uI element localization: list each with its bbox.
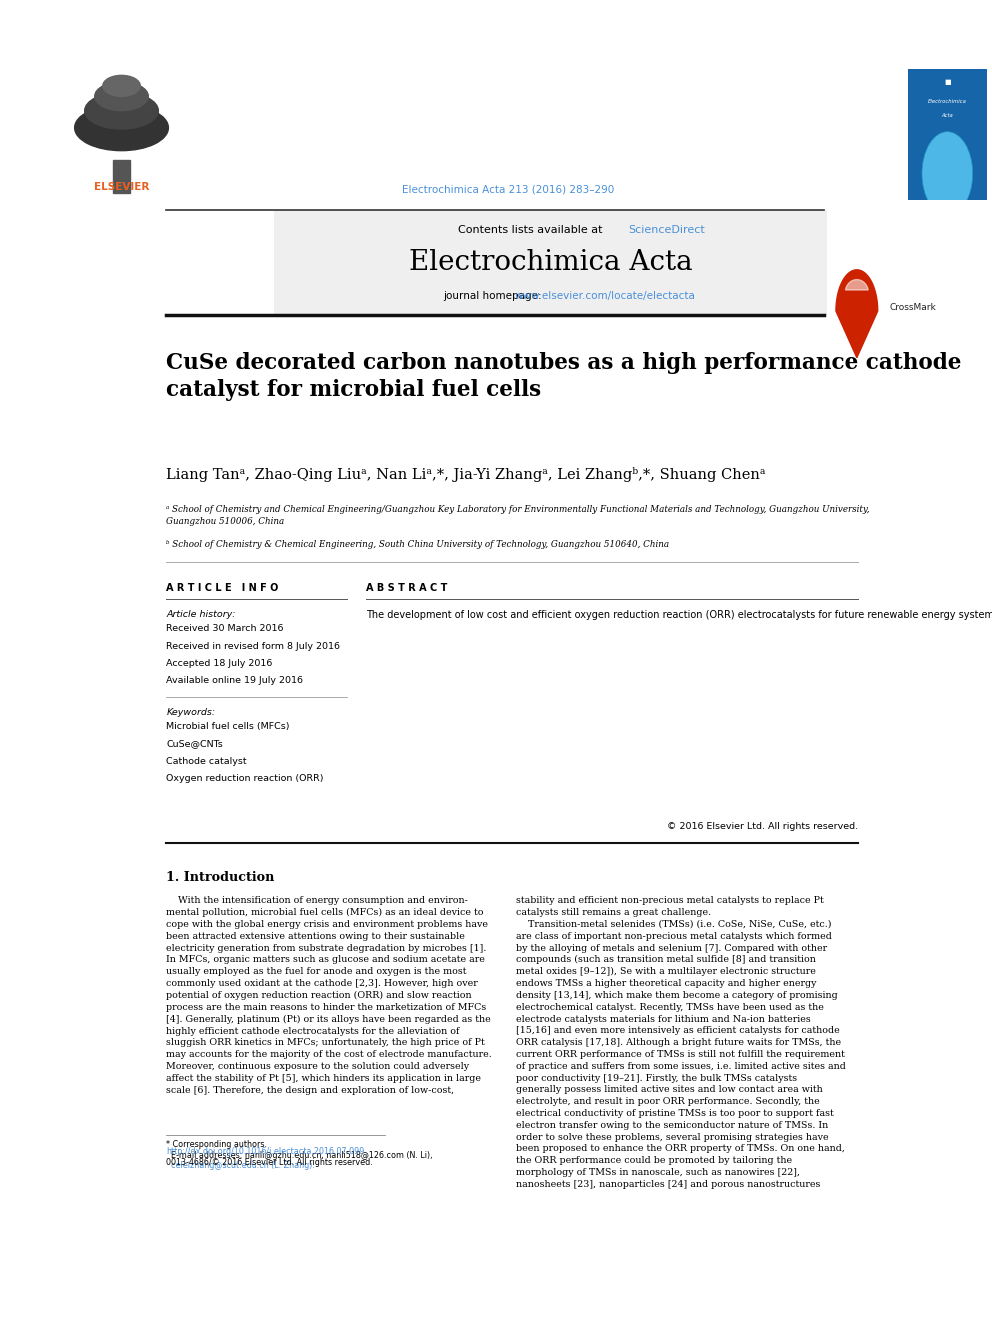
Text: http://dx.doi.org/10.1016/j.electacta.2016.07.099: http://dx.doi.org/10.1016/j.electacta.20… [167, 1147, 365, 1156]
Text: A B S T R A C T: A B S T R A C T [366, 582, 447, 593]
Text: CuSe@CNTs: CuSe@CNTs [167, 740, 223, 749]
Text: E-mail addresses: nanli@gzhu.edu.cn, nanli518@126.com (N. Li),: E-mail addresses: nanli@gzhu.edu.cn, nan… [167, 1151, 433, 1160]
Text: CuSe decorated carbon nanotubes as a high performance cathode
catalyst for micro: CuSe decorated carbon nanotubes as a hig… [167, 352, 961, 401]
Text: ᵇ School of Chemistry & Chemical Engineering, South China University of Technolo: ᵇ School of Chemistry & Chemical Enginee… [167, 540, 670, 549]
Text: CrossMark: CrossMark [889, 303, 936, 312]
Text: Received in revised form 8 July 2016: Received in revised form 8 July 2016 [167, 642, 340, 651]
Text: www.elsevier.com/locate/electacta: www.elsevier.com/locate/electacta [515, 291, 695, 302]
Text: ᵃ School of Chemistry and Chemical Engineering/Guangzhou Key Laboratory for Envi: ᵃ School of Chemistry and Chemical Engin… [167, 505, 870, 527]
Bar [113, 160, 130, 193]
FancyBboxPatch shape [274, 209, 827, 315]
Text: ScienceDirect: ScienceDirect [628, 225, 705, 235]
Text: Available online 19 July 2016: Available online 19 July 2016 [167, 676, 304, 685]
Ellipse shape [94, 82, 149, 111]
Text: Liang Tanᵃ, Zhao-Qing Liuᵃ, Nan Liᵃ,*, Jia-Yi Zhangᵃ, Lei Zhangᵇ,*, Shuang Chenᵃ: Liang Tanᵃ, Zhao-Qing Liuᵃ, Nan Liᵃ,*, J… [167, 467, 766, 483]
Text: stability and efficient non-precious metal catalysts to replace Pt
catalysts sti: stability and efficient non-precious met… [516, 896, 846, 1189]
Polygon shape [845, 279, 868, 290]
Text: * Corresponding authors.: * Corresponding authors. [167, 1140, 267, 1148]
Text: 0013-4686/© 2016 Elsevier Ltd. All rights reserved.: 0013-4686/© 2016 Elsevier Ltd. All right… [167, 1158, 373, 1167]
Text: Contents lists available at: Contents lists available at [458, 225, 606, 235]
Text: Keywords:: Keywords: [167, 708, 215, 717]
Text: © 2016 Elsevier Ltd. All rights reserved.: © 2016 Elsevier Ltd. All rights reserved… [667, 822, 858, 831]
Text: A R T I C L E   I N F O: A R T I C L E I N F O [167, 582, 279, 593]
Text: Received 30 March 2016: Received 30 March 2016 [167, 624, 284, 634]
Text: journal homepage:: journal homepage: [443, 291, 545, 302]
Ellipse shape [84, 93, 159, 130]
Ellipse shape [103, 75, 140, 97]
Text: Oxygen reduction reaction (ORR): Oxygen reduction reaction (ORR) [167, 774, 323, 783]
Ellipse shape [74, 105, 169, 151]
Text: With the intensification of energy consumption and environ-
mental pollution, mi: With the intensification of energy consu… [167, 896, 492, 1094]
Text: celeizhang@scut.edu.cn (L. Zhang).: celeizhang@scut.edu.cn (L. Zhang). [167, 1162, 315, 1170]
Circle shape [922, 132, 973, 216]
Text: Electrochimica Acta 213 (2016) 283–290: Electrochimica Acta 213 (2016) 283–290 [403, 184, 614, 194]
Text: Microbial fuel cells (MFCs): Microbial fuel cells (MFCs) [167, 722, 290, 732]
Polygon shape [836, 270, 878, 357]
Text: The development of low cost and efficient oxygen reduction reaction (ORR) electr: The development of low cost and efficien… [366, 610, 992, 620]
Text: ELSEVIER: ELSEVIER [94, 183, 149, 192]
Text: Electrochimica Acta: Electrochimica Acta [409, 249, 692, 277]
Text: Accepted 18 July 2016: Accepted 18 July 2016 [167, 659, 273, 668]
Text: Electrochimica: Electrochimica [928, 99, 967, 105]
Text: Acta: Acta [941, 114, 953, 119]
Text: Cathode catalyst: Cathode catalyst [167, 757, 247, 766]
Text: Article history:: Article history: [167, 610, 236, 619]
Text: ■: ■ [944, 79, 950, 85]
Text: 1. Introduction: 1. Introduction [167, 871, 275, 884]
